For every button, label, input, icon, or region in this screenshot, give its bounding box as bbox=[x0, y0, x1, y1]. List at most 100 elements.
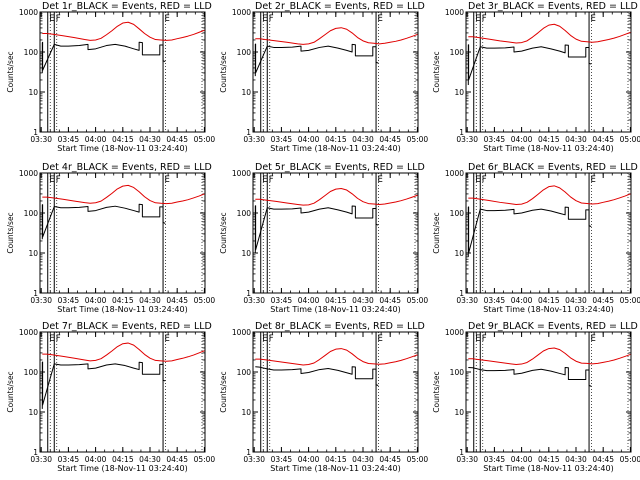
marker-label: E bbox=[591, 175, 596, 185]
marker-label: F bbox=[482, 175, 487, 185]
y-tick-label: 10 bbox=[454, 88, 464, 97]
marker-label: E bbox=[262, 175, 267, 185]
events-series-line bbox=[468, 366, 592, 387]
x-tick-label: 03:30 bbox=[30, 135, 52, 144]
marker-label: E bbox=[165, 175, 170, 185]
x-tick-label: 03:45 bbox=[58, 455, 80, 464]
x-tick-label: 04:45 bbox=[379, 455, 401, 464]
x-tick-label: 04:30 bbox=[565, 455, 587, 464]
x-tick-label: 04:45 bbox=[166, 296, 188, 305]
x-tick-label: 05:00 bbox=[620, 135, 640, 144]
marker-label: E bbox=[591, 14, 596, 24]
events-series-line bbox=[255, 366, 379, 386]
x-tick-label: 04:15 bbox=[325, 296, 347, 305]
marker-label: F bbox=[56, 175, 61, 185]
y-tick-label: 1 bbox=[459, 128, 464, 137]
marker-label: E bbox=[165, 334, 170, 344]
y-axis-label: Counts/sec bbox=[6, 51, 15, 92]
x-axis-label: Start Time (18-Nov-11 03:24:40) bbox=[483, 305, 613, 314]
detector-panel-8: Det 8r_BLACK = Events, RED = LLD 1 10 100 10… bbox=[219, 321, 428, 473]
x-axis-label: Start Time (18-Nov-11 03:24:40) bbox=[483, 144, 613, 153]
lld-series-line bbox=[255, 187, 418, 206]
marker-label: E bbox=[378, 175, 383, 185]
plot-frame bbox=[465, 172, 632, 294]
y-tick-label: 100 bbox=[24, 48, 39, 57]
plot-frame bbox=[39, 11, 206, 133]
y-axis-label: Counts/sec bbox=[219, 212, 228, 253]
x-axis-label: Start Time (18-Nov-11 03:24:40) bbox=[270, 305, 400, 314]
panel-title: Det 6r_BLACK = Events, RED = LLD bbox=[468, 162, 638, 173]
y-axis-label: Counts/sec bbox=[432, 371, 441, 412]
y-axis-label: Counts/sec bbox=[6, 212, 15, 253]
x-tick-label: 04:00 bbox=[298, 455, 320, 464]
x-tick-label: 04:30 bbox=[352, 296, 374, 305]
detector-panel-2: Det 2r_BLACK = Events, RED = LLD 1 10 100 10… bbox=[219, 1, 428, 153]
lld-series-line bbox=[255, 27, 418, 45]
events-series-line bbox=[41, 203, 166, 240]
marker-label: E bbox=[165, 14, 170, 24]
events-series-line bbox=[467, 44, 592, 85]
plot-frame bbox=[465, 11, 632, 133]
marker-label: E bbox=[49, 334, 54, 344]
lld-series-line bbox=[468, 347, 631, 365]
x-tick-label: 04:45 bbox=[166, 135, 188, 144]
x-tick-label: 05:00 bbox=[194, 135, 216, 144]
y-tick-label: 1000 bbox=[19, 169, 38, 178]
x-axis-label: Start Time (18-Nov-11 03:24:40) bbox=[483, 464, 613, 473]
marker-label: E bbox=[378, 14, 383, 24]
x-tick-label: 04:15 bbox=[325, 135, 347, 144]
marker-label: E bbox=[49, 14, 54, 24]
y-tick-label: 1000 bbox=[445, 169, 464, 178]
x-tick-label: 04:00 bbox=[511, 135, 533, 144]
panel-title: Det 1r_BLACK = Events, RED = LLD bbox=[42, 1, 212, 12]
y-tick-label: 10 bbox=[28, 408, 38, 417]
plot-frame bbox=[252, 331, 419, 453]
marker-label: E bbox=[475, 334, 480, 344]
panel-title: Det 7r_BLACK = Events, RED = LLD bbox=[42, 321, 212, 332]
marker-label: F bbox=[56, 334, 61, 344]
x-tick-label: 03:45 bbox=[271, 296, 293, 305]
x-tick-label: 04:15 bbox=[538, 455, 560, 464]
marker-label: F bbox=[269, 14, 274, 24]
panel-title: Det 3r_BLACK = Events, RED = LLD bbox=[468, 1, 638, 12]
marker-label: E bbox=[591, 334, 596, 344]
x-tick-label: 05:00 bbox=[194, 296, 216, 305]
x-tick-label: 03:30 bbox=[243, 296, 265, 305]
x-tick-label: 04:30 bbox=[139, 135, 161, 144]
marker-label: E bbox=[262, 14, 267, 24]
x-tick-label: 03:30 bbox=[30, 296, 52, 305]
x-tick-label: 03:45 bbox=[271, 135, 293, 144]
x-tick-label: 04:15 bbox=[538, 135, 560, 144]
x-tick-label: 03:45 bbox=[58, 296, 80, 305]
plot-frame bbox=[39, 331, 206, 453]
y-tick-label: 100 bbox=[24, 209, 39, 218]
y-axis-label: Counts/sec bbox=[219, 371, 228, 412]
x-tick-label: 05:00 bbox=[407, 455, 429, 464]
y-tick-label: 10 bbox=[454, 249, 464, 258]
x-tick-label: 05:00 bbox=[407, 135, 429, 144]
y-tick-label: 100 bbox=[24, 368, 39, 377]
x-tick-label: 03:45 bbox=[484, 455, 506, 464]
y-tick-label: 10 bbox=[241, 249, 251, 258]
x-tick-label: 05:00 bbox=[620, 296, 640, 305]
x-tick-label: 04:00 bbox=[298, 135, 320, 144]
x-tick-label: 04:30 bbox=[352, 135, 374, 144]
marker-label: F bbox=[269, 334, 274, 344]
x-tick-label: 04:45 bbox=[379, 135, 401, 144]
lld-series-line bbox=[468, 23, 631, 44]
panel-title: Det 4r_BLACK = Events, RED = LLD bbox=[42, 162, 212, 173]
x-tick-label: 04:15 bbox=[112, 296, 134, 305]
panel-title: Det 8r_BLACK = Events, RED = LLD bbox=[255, 321, 425, 332]
y-tick-label: 10 bbox=[241, 88, 251, 97]
x-tick-label: 04:30 bbox=[565, 135, 587, 144]
y-tick-label: 1000 bbox=[445, 8, 464, 17]
y-axis-label: Counts/sec bbox=[6, 371, 15, 412]
marker-label: F bbox=[482, 14, 487, 24]
y-tick-label: 100 bbox=[450, 209, 465, 218]
y-axis-label: Counts/sec bbox=[219, 51, 228, 92]
detector-panel-5: Det 5r_BLACK = Events, RED = LLD 1 10 100 10… bbox=[219, 162, 428, 314]
y-tick-label: 1 bbox=[246, 448, 251, 457]
x-tick-label: 03:30 bbox=[30, 455, 52, 464]
plot-frame bbox=[252, 11, 419, 133]
y-tick-label: 1000 bbox=[232, 328, 251, 337]
